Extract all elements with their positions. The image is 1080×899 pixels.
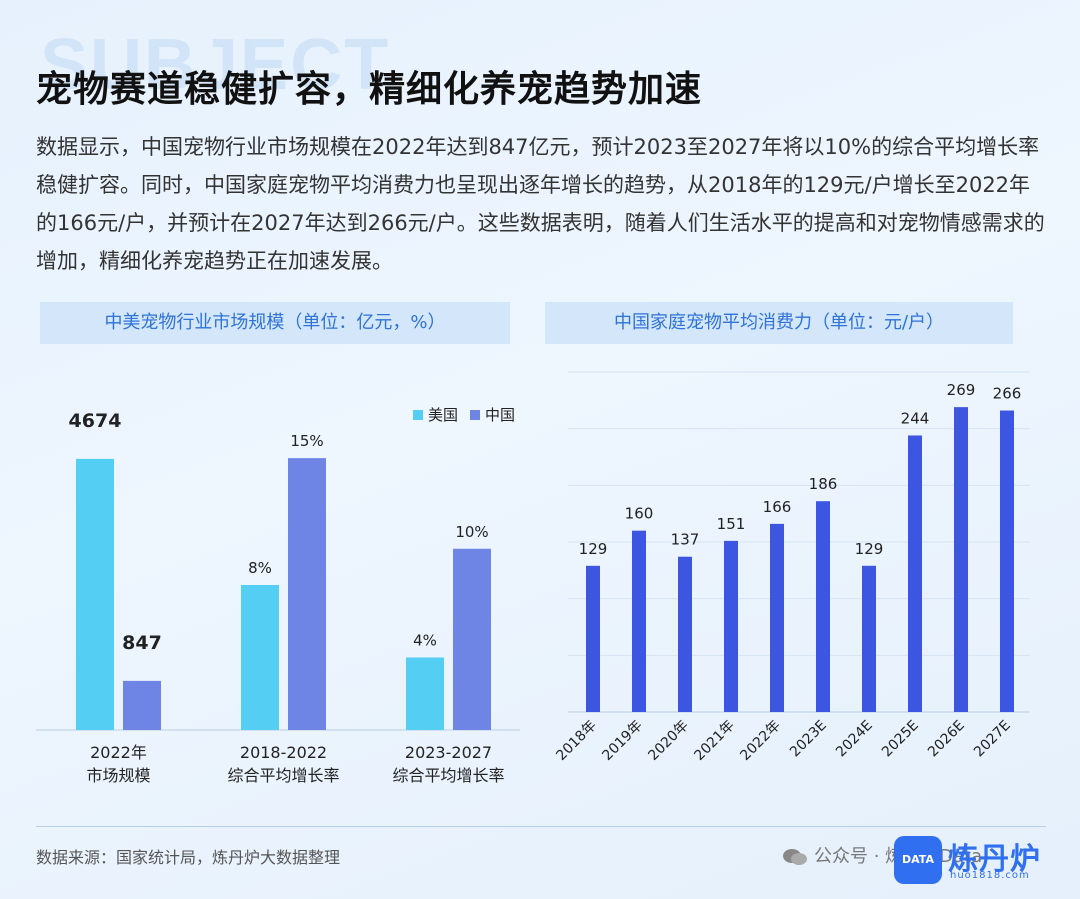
x-tick-label: 综合平均增长率: [227, 766, 339, 785]
bar-us: [241, 585, 279, 730]
wechat-icon: [783, 849, 807, 865]
x-tick-label: 2023-2027: [405, 743, 492, 762]
source-note: 数据来源：国家统计局，炼丹炉大数据整理: [36, 848, 341, 867]
bar-value-label: 4%: [413, 632, 437, 650]
bar-value-label: 4674: [69, 410, 122, 432]
bar-consumption: [586, 565, 600, 712]
bar-consumption: [770, 523, 784, 712]
bar-consumption: [632, 530, 646, 712]
x-tick-label: 2024E: [833, 718, 876, 761]
x-tick-label: 2018年: [553, 718, 599, 764]
x-tick-label: 2022年: [90, 743, 147, 762]
bar-value-label: 137: [671, 531, 700, 549]
bar-consumption: [724, 540, 738, 712]
x-tick-label: 市场规模: [86, 766, 150, 785]
x-tick-label: 2023E: [787, 718, 830, 761]
x-tick-label: 2021年: [691, 718, 737, 764]
bar-consumption: [908, 435, 922, 712]
bar-consumption: [862, 565, 876, 712]
bar-value-label: 244: [901, 409, 930, 427]
x-tick-label: 2025E: [879, 718, 922, 761]
bar-value-label: 15%: [290, 432, 323, 450]
x-tick-label: 2026E: [925, 718, 968, 761]
bar-value-label: 166: [763, 498, 792, 516]
x-tick-label: 2022年: [737, 718, 783, 764]
bar-cn: [288, 458, 326, 730]
footer-divider: [36, 826, 1046, 827]
bar-value-label: 129: [579, 540, 608, 558]
bar-value-label: 186: [809, 475, 838, 493]
legend-label: 中国: [485, 406, 515, 424]
bar-value-label: 8%: [248, 559, 272, 577]
bar-us: [406, 657, 444, 730]
brand-logo-icon: DATA: [894, 836, 942, 884]
x-tick-label: 2018-2022: [240, 743, 327, 762]
bar-value-label: 269: [947, 381, 976, 399]
legend-swatch-us: [413, 410, 423, 420]
legend-swatch-cn: [470, 410, 480, 420]
right-chart-title: 中国家庭宠物平均消费力（单位：元/户）: [545, 302, 1013, 344]
legend-label: 美国: [428, 406, 458, 424]
brand-name: 炼丹炉: [948, 842, 1041, 877]
bar-value-label: 151: [717, 515, 746, 533]
bar-value-label: 266: [993, 385, 1022, 403]
bar-value-label: 160: [625, 505, 654, 523]
bar-value-label: 129: [855, 540, 884, 558]
bar-consumption: [816, 501, 830, 712]
page-title: 宠物赛道稳健扩容，精细化养宠趋势加速: [36, 69, 703, 110]
bar-consumption: [678, 556, 692, 712]
bar-value-label: 847: [122, 632, 162, 654]
bar-cn: [123, 680, 161, 730]
x-tick-label: 2020年: [645, 718, 691, 764]
bar-us: [76, 458, 114, 730]
left-chart-title: 中美宠物行业市场规模（单位：亿元，%）: [40, 302, 510, 344]
consumption-chart: 129 2018年 160 2019年 137 2020年 151 2021年 166 2022年…: [553, 371, 1030, 764]
brand-url: huo1818.com: [950, 870, 1030, 881]
intro-paragraph: 数据显示，中国宠物行业市场规模在2022年达到847亿元，预计2023至2027…: [36, 135, 1045, 273]
bar-value-label: 10%: [455, 523, 488, 541]
x-tick-label: 2019年: [599, 718, 645, 764]
bar-consumption: [954, 407, 968, 712]
x-tick-label: 2027E: [971, 718, 1014, 761]
background-watermark-word: SUBJECT: [40, 25, 391, 105]
bar-cn: [453, 548, 491, 730]
bar-consumption: [1000, 410, 1014, 712]
x-tick-label: 综合平均增长率: [392, 766, 504, 785]
